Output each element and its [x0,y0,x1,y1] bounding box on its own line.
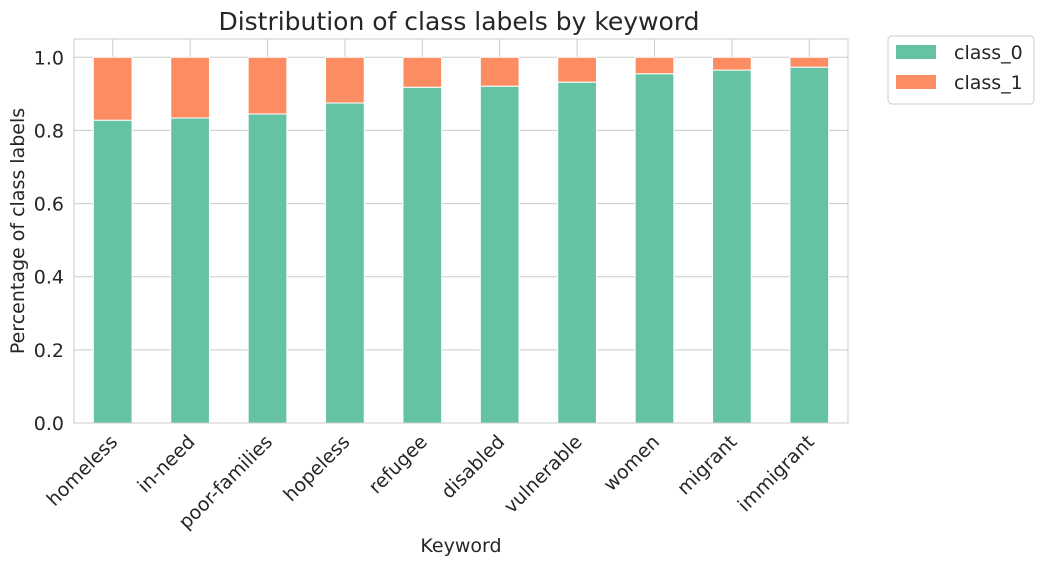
y-tick-label: 0.8 [34,120,64,142]
x-tick-label: homeless [43,431,123,511]
legend-label-class_0: class_0 [954,42,1023,64]
x-tick-label: refugee [364,431,431,498]
bar-class_1-vulnerable [557,56,597,83]
bar-class_1-homeless [92,56,133,121]
bar-class_0-migrant [712,69,752,424]
y-axis-label: Percentage of class labels [7,108,29,354]
y-tick-label: 1.0 [34,47,64,69]
x-tick-label: migrant [673,431,741,499]
x-tick-label: in-need [133,431,199,497]
bar-class_1-disabled [479,56,520,87]
x-tick-label: disabled [437,431,509,503]
bar-class_0-vulnerable [557,81,597,424]
bars [92,56,830,424]
bar-class_1-hopeless [325,56,365,104]
y-tick-label: 0.2 [34,340,64,362]
bar-class_1-in-need [170,56,210,119]
x-tick-label: women [599,431,664,496]
x-tick-label: hopeless [279,431,354,506]
legend-swatch-class_0 [896,45,936,59]
bar-class_0-refugee [402,86,443,424]
y-tick-label: 0.0 [34,413,64,435]
bar-class_0-hopeless [325,102,365,424]
bar-class_0-women [634,73,675,424]
bar-class_0-poor-families [247,113,288,424]
legend-swatch-class_1 [896,75,936,89]
legend-label-class_1: class_1 [954,72,1023,94]
bar-class_1-women [634,56,675,75]
chart-title: Distribution of class labels by keyword [218,7,699,36]
plot-frame [73,38,849,424]
x-tick-label: immigrant [734,431,819,516]
x-tick-label: vulnerable [500,431,587,518]
bar-class_0-homeless [92,119,133,424]
bar-class_0-in-need [170,117,210,424]
y-tick-label: 0.6 [34,194,64,216]
y-tick-labels: 0.0 0.2 0.4 0.6 0.8 1.0 [34,47,64,435]
x-axis-label: Keyword [420,535,501,557]
bar-class_0-immigrant [789,66,830,424]
bar-class_1-poor-families [247,56,288,115]
bar-class_1-migrant [712,56,752,71]
bar-class_1-refugee [402,56,443,88]
y-tick-label: 0.4 [34,267,64,289]
bar-class_0-disabled [479,85,520,424]
bar-class_1-immigrant [789,56,830,68]
legend: class_0 class_1 [887,35,1035,105]
